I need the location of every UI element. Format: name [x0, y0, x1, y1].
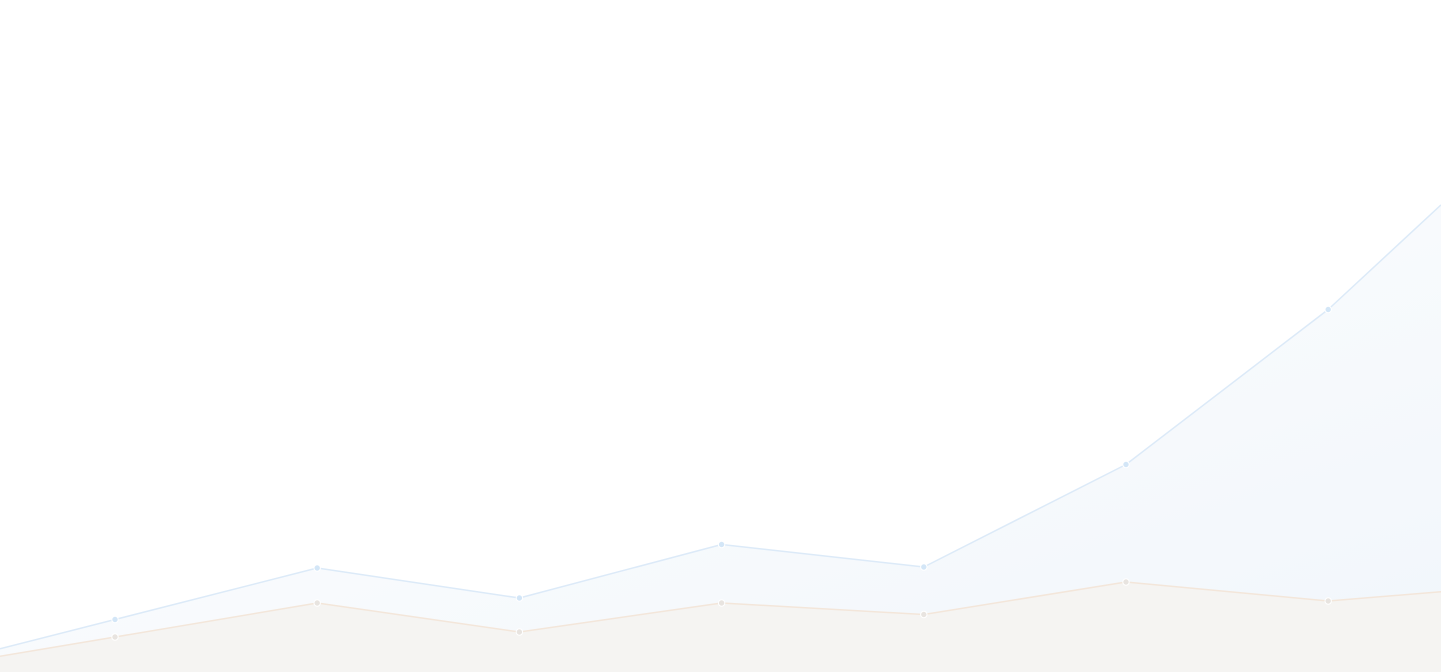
series-2-point [920, 610, 928, 619]
series-2-area [0, 582, 1441, 672]
series-1-area [0, 204, 1441, 672]
series-1-point [515, 594, 524, 602]
series-2-point [717, 599, 726, 607]
series-areas [0, 204, 1441, 672]
series-1-point [717, 540, 726, 549]
series-1-point [313, 564, 321, 572]
series-points [111, 305, 1332, 641]
series-1-point [1324, 305, 1332, 314]
series-2-point [313, 599, 321, 607]
series-1-point [111, 615, 119, 624]
series-2-point [111, 633, 119, 641]
series-1-point [1122, 460, 1130, 469]
series-2-point [1324, 597, 1332, 605]
series-2-point [515, 628, 524, 636]
series-1-point [920, 563, 928, 571]
series-2-point [1122, 578, 1130, 586]
